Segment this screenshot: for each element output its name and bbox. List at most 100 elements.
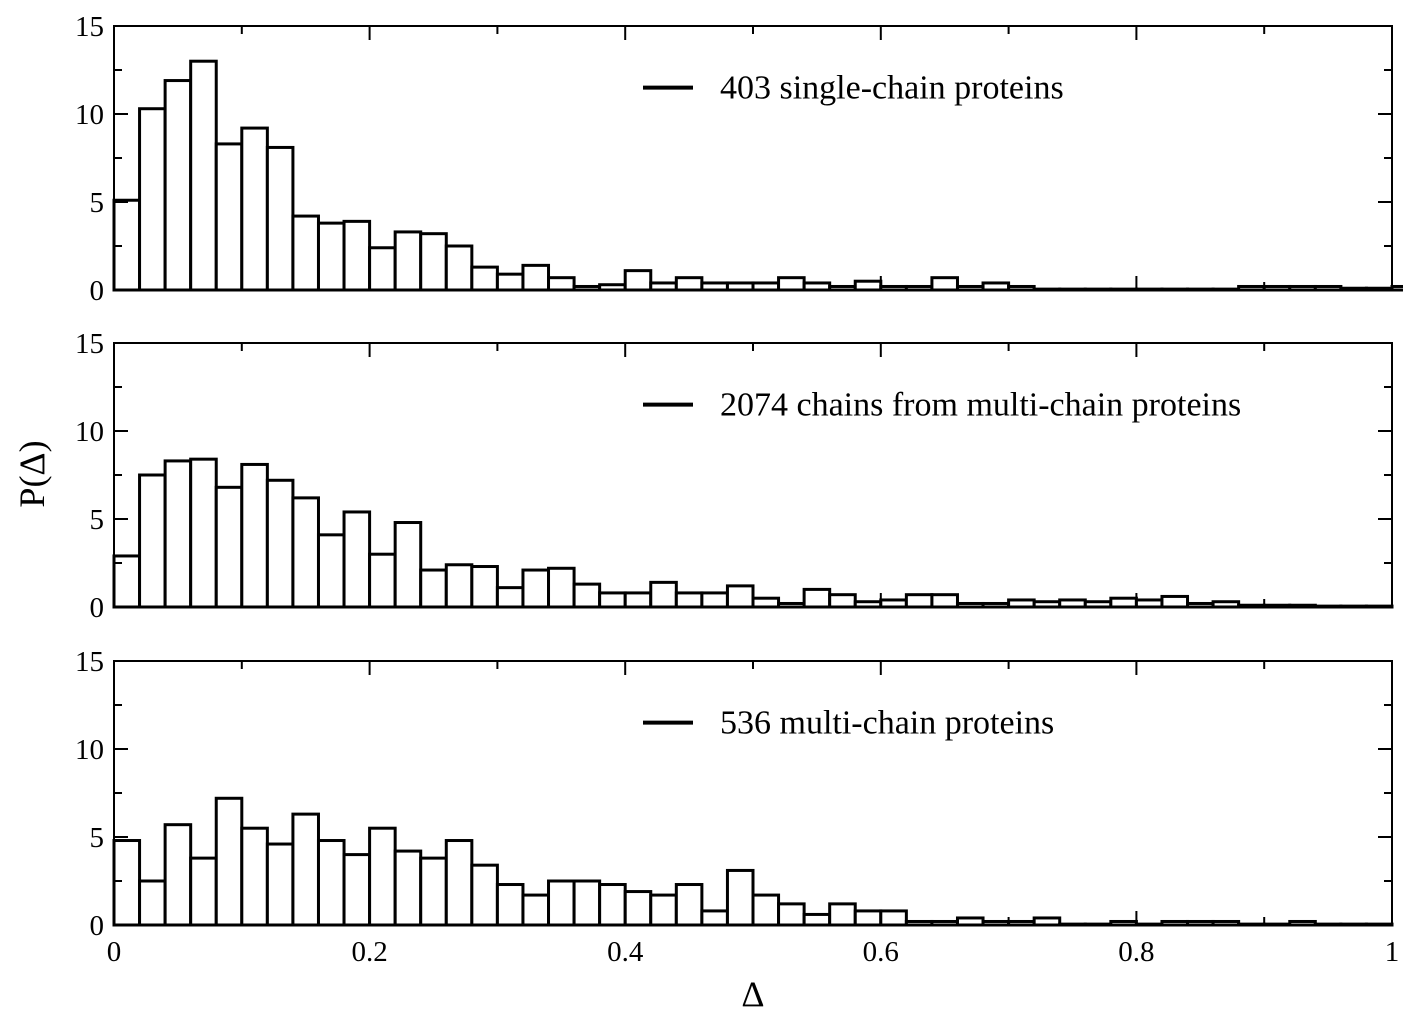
histogram-bar: [521, 568, 551, 609]
histogram-bar: [368, 246, 397, 292]
histogram-bar: [444, 563, 474, 609]
histogram-bar: [393, 521, 423, 609]
histogram-bar: [547, 566, 576, 609]
histogram-bar: [419, 232, 448, 292]
histogram-bar: [368, 826, 397, 927]
histogram-bar: [1032, 916, 1062, 927]
histogram-bar: [444, 244, 474, 292]
histogram-bar: [879, 598, 908, 609]
histogram-bar: [700, 281, 729, 292]
histogram-bar: [930, 276, 959, 292]
histogram-bar: [853, 279, 883, 292]
histogram-bar: [342, 853, 372, 927]
x-tick-label: 0.4: [607, 936, 644, 968]
histogram-bar: [368, 552, 397, 609]
histogram-bar: [751, 893, 781, 927]
histogram-bar: [265, 478, 295, 609]
histogram-bar: [316, 533, 346, 609]
histogram-bar: [495, 586, 525, 609]
histogram-bar: [623, 890, 653, 927]
histogram-bar: [547, 879, 576, 927]
histogram-bar: [419, 856, 448, 927]
histogram-bar: [291, 812, 320, 927]
x-axis-label: Δ: [741, 974, 764, 1013]
histogram-bar: [777, 902, 806, 927]
histogram-bar: [725, 281, 755, 292]
histogram-bar: [674, 591, 704, 609]
histogram-bar: [1134, 598, 1164, 609]
histogram-bar: [700, 909, 729, 927]
histogram-bar: [291, 214, 320, 292]
y-tick-label: 5: [90, 187, 105, 219]
y-tick-label: 15: [75, 328, 104, 360]
histogram-bar: [189, 457, 218, 609]
x-tick-label: 1: [1385, 936, 1400, 968]
histogram-bar: [240, 826, 269, 927]
y-tick-label: 10: [75, 99, 104, 131]
histogram-bar: [547, 276, 576, 292]
histogram-bar: [828, 902, 857, 927]
histogram-bar: [470, 565, 499, 609]
y-axis-label: P(Δ): [12, 440, 52, 507]
histogram-bar: [521, 893, 551, 927]
histogram-bar: [1109, 596, 1138, 609]
histogram-bar: [802, 912, 832, 927]
histogram-bar: [904, 593, 934, 609]
histogram-bar: [138, 473, 167, 609]
histogram-bar: [265, 842, 295, 927]
histogram-bar: [521, 263, 551, 292]
histogram-bar: [802, 281, 832, 292]
x-tick-label: 0: [107, 936, 122, 968]
histogram-bar: [393, 230, 423, 292]
histogram-bar: [419, 568, 448, 609]
histogram-bar: [751, 281, 781, 292]
histogram-bar: [1058, 598, 1087, 609]
histogram-bar: [112, 839, 142, 927]
histogram-panel-single-chain: 0 5 10 15 403 single-chain proteins: [75, 11, 1403, 307]
y-tick-label: 0: [90, 275, 105, 307]
histogram-bar: [189, 59, 218, 292]
y-tick-label: 15: [75, 11, 104, 43]
histogram-bar: [240, 462, 269, 609]
histogram-bar: [1160, 594, 1190, 609]
histogram-bar: [163, 823, 193, 927]
histogram-bar: [189, 856, 218, 927]
histogram-bar: [393, 849, 423, 927]
histogram-bar: [828, 593, 857, 609]
histogram-bar: [802, 587, 832, 609]
histogram-bar: [163, 79, 193, 292]
histogram-bar: [1390, 284, 1403, 292]
x-tick-label: 0.8: [1118, 936, 1154, 968]
histogram-bar: [495, 883, 525, 927]
histogram-bar: [751, 596, 781, 609]
histogram-bar: [240, 126, 269, 292]
histogram-panel-multi-chain: 0 5 10 15 0 0.2 0.4 0.6 0.8 1 Δ 536 multi-chain pro…: [75, 646, 1399, 1013]
histogram-bar: [598, 883, 627, 927]
histogram-bar: [777, 276, 806, 292]
histogram-bar: [138, 107, 167, 292]
histogram-bar: [623, 269, 653, 292]
histogram-panel-chains-from-multi-chain: 0 5 10 15 2074 chains from multi-chain prote…: [75, 328, 1394, 624]
histogram-bar: [214, 485, 244, 609]
histogram-bar: [163, 459, 193, 609]
histogram-bar: [342, 219, 372, 292]
legend-label: 2074 chains from multi-chain proteins: [720, 387, 1241, 424]
x-tick-label: 0.6: [863, 936, 899, 968]
histogram-bar: [470, 265, 499, 292]
x-tick-label: 0.2: [351, 936, 387, 968]
histogram-bar: [853, 909, 883, 927]
histogram-bar: [700, 591, 729, 609]
histogram-bar: [981, 281, 1011, 292]
histogram-bar: [674, 883, 704, 927]
histogram-bar: [342, 510, 372, 609]
histogram-bar: [265, 145, 295, 292]
histogram-bar: [598, 591, 627, 609]
y-tick-label: 0: [90, 910, 105, 942]
legend-label: 536 multi-chain proteins: [720, 705, 1054, 742]
y-tick-label: 5: [90, 822, 105, 854]
histogram-bar: [955, 916, 985, 927]
histogram-bar: [649, 893, 678, 927]
histogram-bar: [214, 142, 244, 292]
histogram-bar: [316, 221, 346, 292]
